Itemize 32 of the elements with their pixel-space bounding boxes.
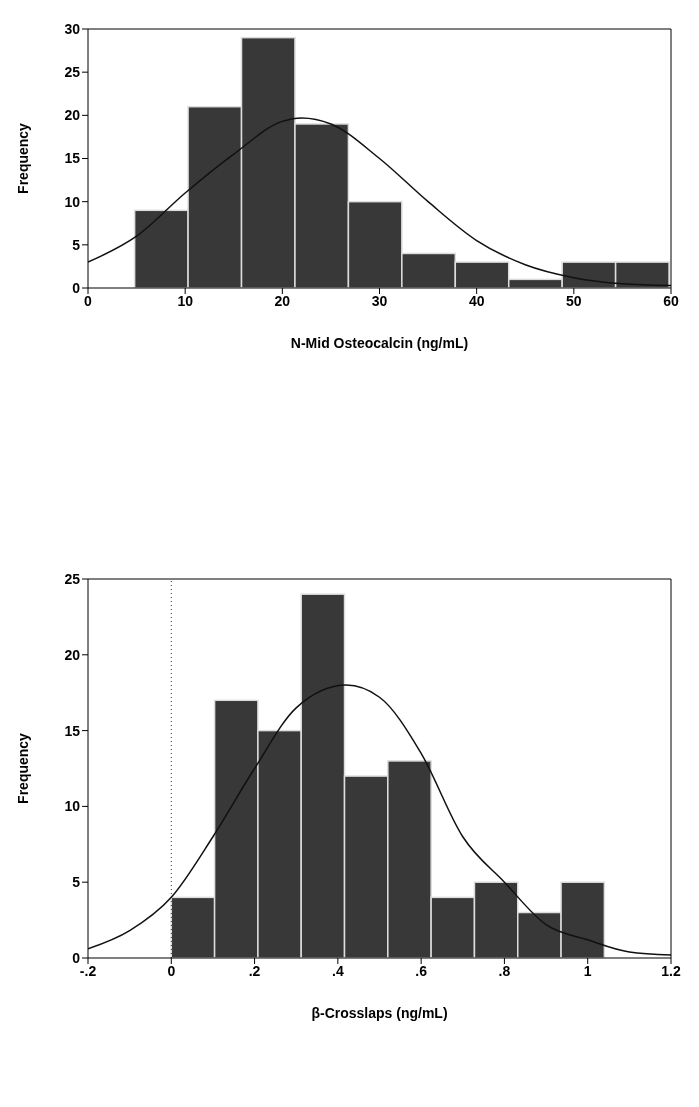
x-tick-label: -.2 (79, 962, 97, 979)
y-tick-label: 20 (64, 107, 81, 124)
y-tick-label: 20 (64, 646, 81, 663)
x-tick-label: 40 (468, 292, 485, 309)
y-tick-label: 0 (72, 279, 81, 296)
x-tick-label: 20 (274, 292, 291, 309)
y-tick-label: 25 (64, 570, 81, 587)
x-tick-label: 10 (177, 292, 194, 309)
x-tick-label: 1 (583, 962, 592, 979)
y-tick-label: 25 (64, 64, 81, 81)
x-tick-label: .6 (415, 962, 428, 979)
x-tick-label: 0 (167, 962, 176, 979)
y-tick-label: 5 (72, 874, 81, 891)
x-tick-label: 0 (84, 292, 93, 309)
x-axis-title: N-Mid Osteocalcin (ng/mL) (290, 335, 469, 351)
x-tick-label: 50 (566, 292, 582, 309)
y-tick-label: 15 (64, 722, 81, 739)
x-tick-label: 60 (663, 292, 679, 309)
y-tick-label: 0 (72, 949, 81, 966)
y-axis-title: Frequency (14, 732, 31, 804)
x-tick-label: .2 (248, 962, 261, 979)
x-tick-label: 1.2 (661, 962, 681, 979)
y-tick-label: 10 (64, 798, 81, 815)
y-tick-label: 5 (72, 236, 81, 253)
y-tick-label: 30 (64, 20, 81, 37)
x-tick-label: 30 (371, 292, 388, 309)
x-tick-label: .4 (332, 962, 344, 979)
y-tick-label: 15 (64, 150, 81, 167)
x-tick-label: .8 (498, 962, 511, 979)
y-axis-title: Frequency (14, 122, 31, 194)
y-tick-label: 10 (64, 193, 81, 210)
x-axis-title: β-Crosslaps (ng/mL) (311, 1005, 448, 1021)
